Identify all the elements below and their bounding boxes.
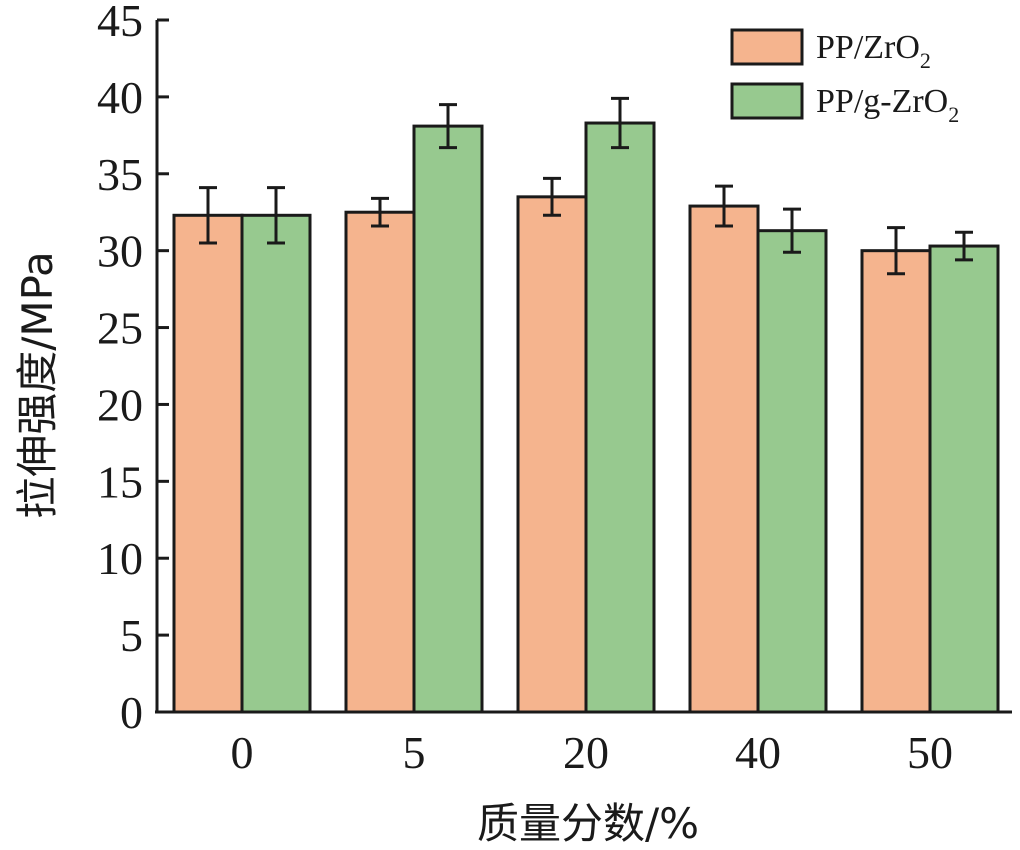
y-tick-label: 10 [97, 533, 143, 584]
bar-pp-g-zro2-0 [240, 213, 312, 714]
legend-swatch [730, 28, 804, 66]
x-tick-label: 20 [563, 727, 609, 778]
error-bar [887, 226, 905, 276]
bar-pp-g-zro2-20 [584, 121, 656, 714]
x-tick-label: 0 [231, 727, 254, 778]
bar-pp-zro2-5 [344, 210, 416, 714]
bar-pp-g-zro2-5 [412, 124, 484, 714]
legend: PP/ZrO2 PP/g-ZrO2 [730, 28, 959, 127]
error-bar [715, 184, 733, 228]
legend-swatch [730, 82, 804, 120]
error-bar [439, 103, 457, 150]
y-ticks-layer: 0 5 10 15 20 25 30 35 40 45 [97, 0, 169, 738]
error-bar [955, 230, 973, 262]
error-bar [199, 186, 217, 245]
error-bar [267, 186, 285, 245]
bar-pp-g-zro2-40 [756, 229, 828, 714]
y-tick-label: 15 [97, 456, 143, 507]
bar-pp-zro2-0 [172, 213, 244, 714]
legend-label: PP/g-ZrO2 [816, 83, 959, 127]
x-tick-label: 5 [403, 727, 426, 778]
legend-label: PP/ZrO2 [816, 29, 931, 73]
y-axis-title: 拉伸强度/MPa [13, 251, 62, 519]
y-tick-label: 40 [97, 72, 143, 123]
error-bar [783, 207, 801, 254]
bar-pp-zro2-20 [516, 195, 588, 714]
error-bar [371, 196, 389, 228]
y-tick-label: 20 [97, 379, 143, 430]
error-bar [543, 176, 561, 217]
error-bar [611, 96, 629, 150]
y-tick-label: 5 [120, 610, 143, 661]
y-tick-label: 30 [97, 226, 143, 277]
x-axis-title: 质量分数/% [477, 799, 699, 848]
y-tick-label: 0 [120, 687, 143, 738]
bars-layer [172, 121, 1000, 714]
error-bars-layer [199, 96, 973, 276]
x-tick-label: 40 [735, 727, 781, 778]
x-ticks-layer: 0 5 20 40 50 [231, 727, 954, 778]
y-tick-label: 25 [97, 303, 143, 354]
y-tick-label: 45 [97, 0, 143, 46]
bar-pp-zro2-50 [860, 249, 932, 714]
y-tick-label: 35 [97, 149, 143, 200]
x-tick-label: 50 [907, 727, 953, 778]
bar-pp-zro2-40 [688, 204, 760, 714]
bar-pp-g-zro2-50 [928, 244, 1000, 714]
